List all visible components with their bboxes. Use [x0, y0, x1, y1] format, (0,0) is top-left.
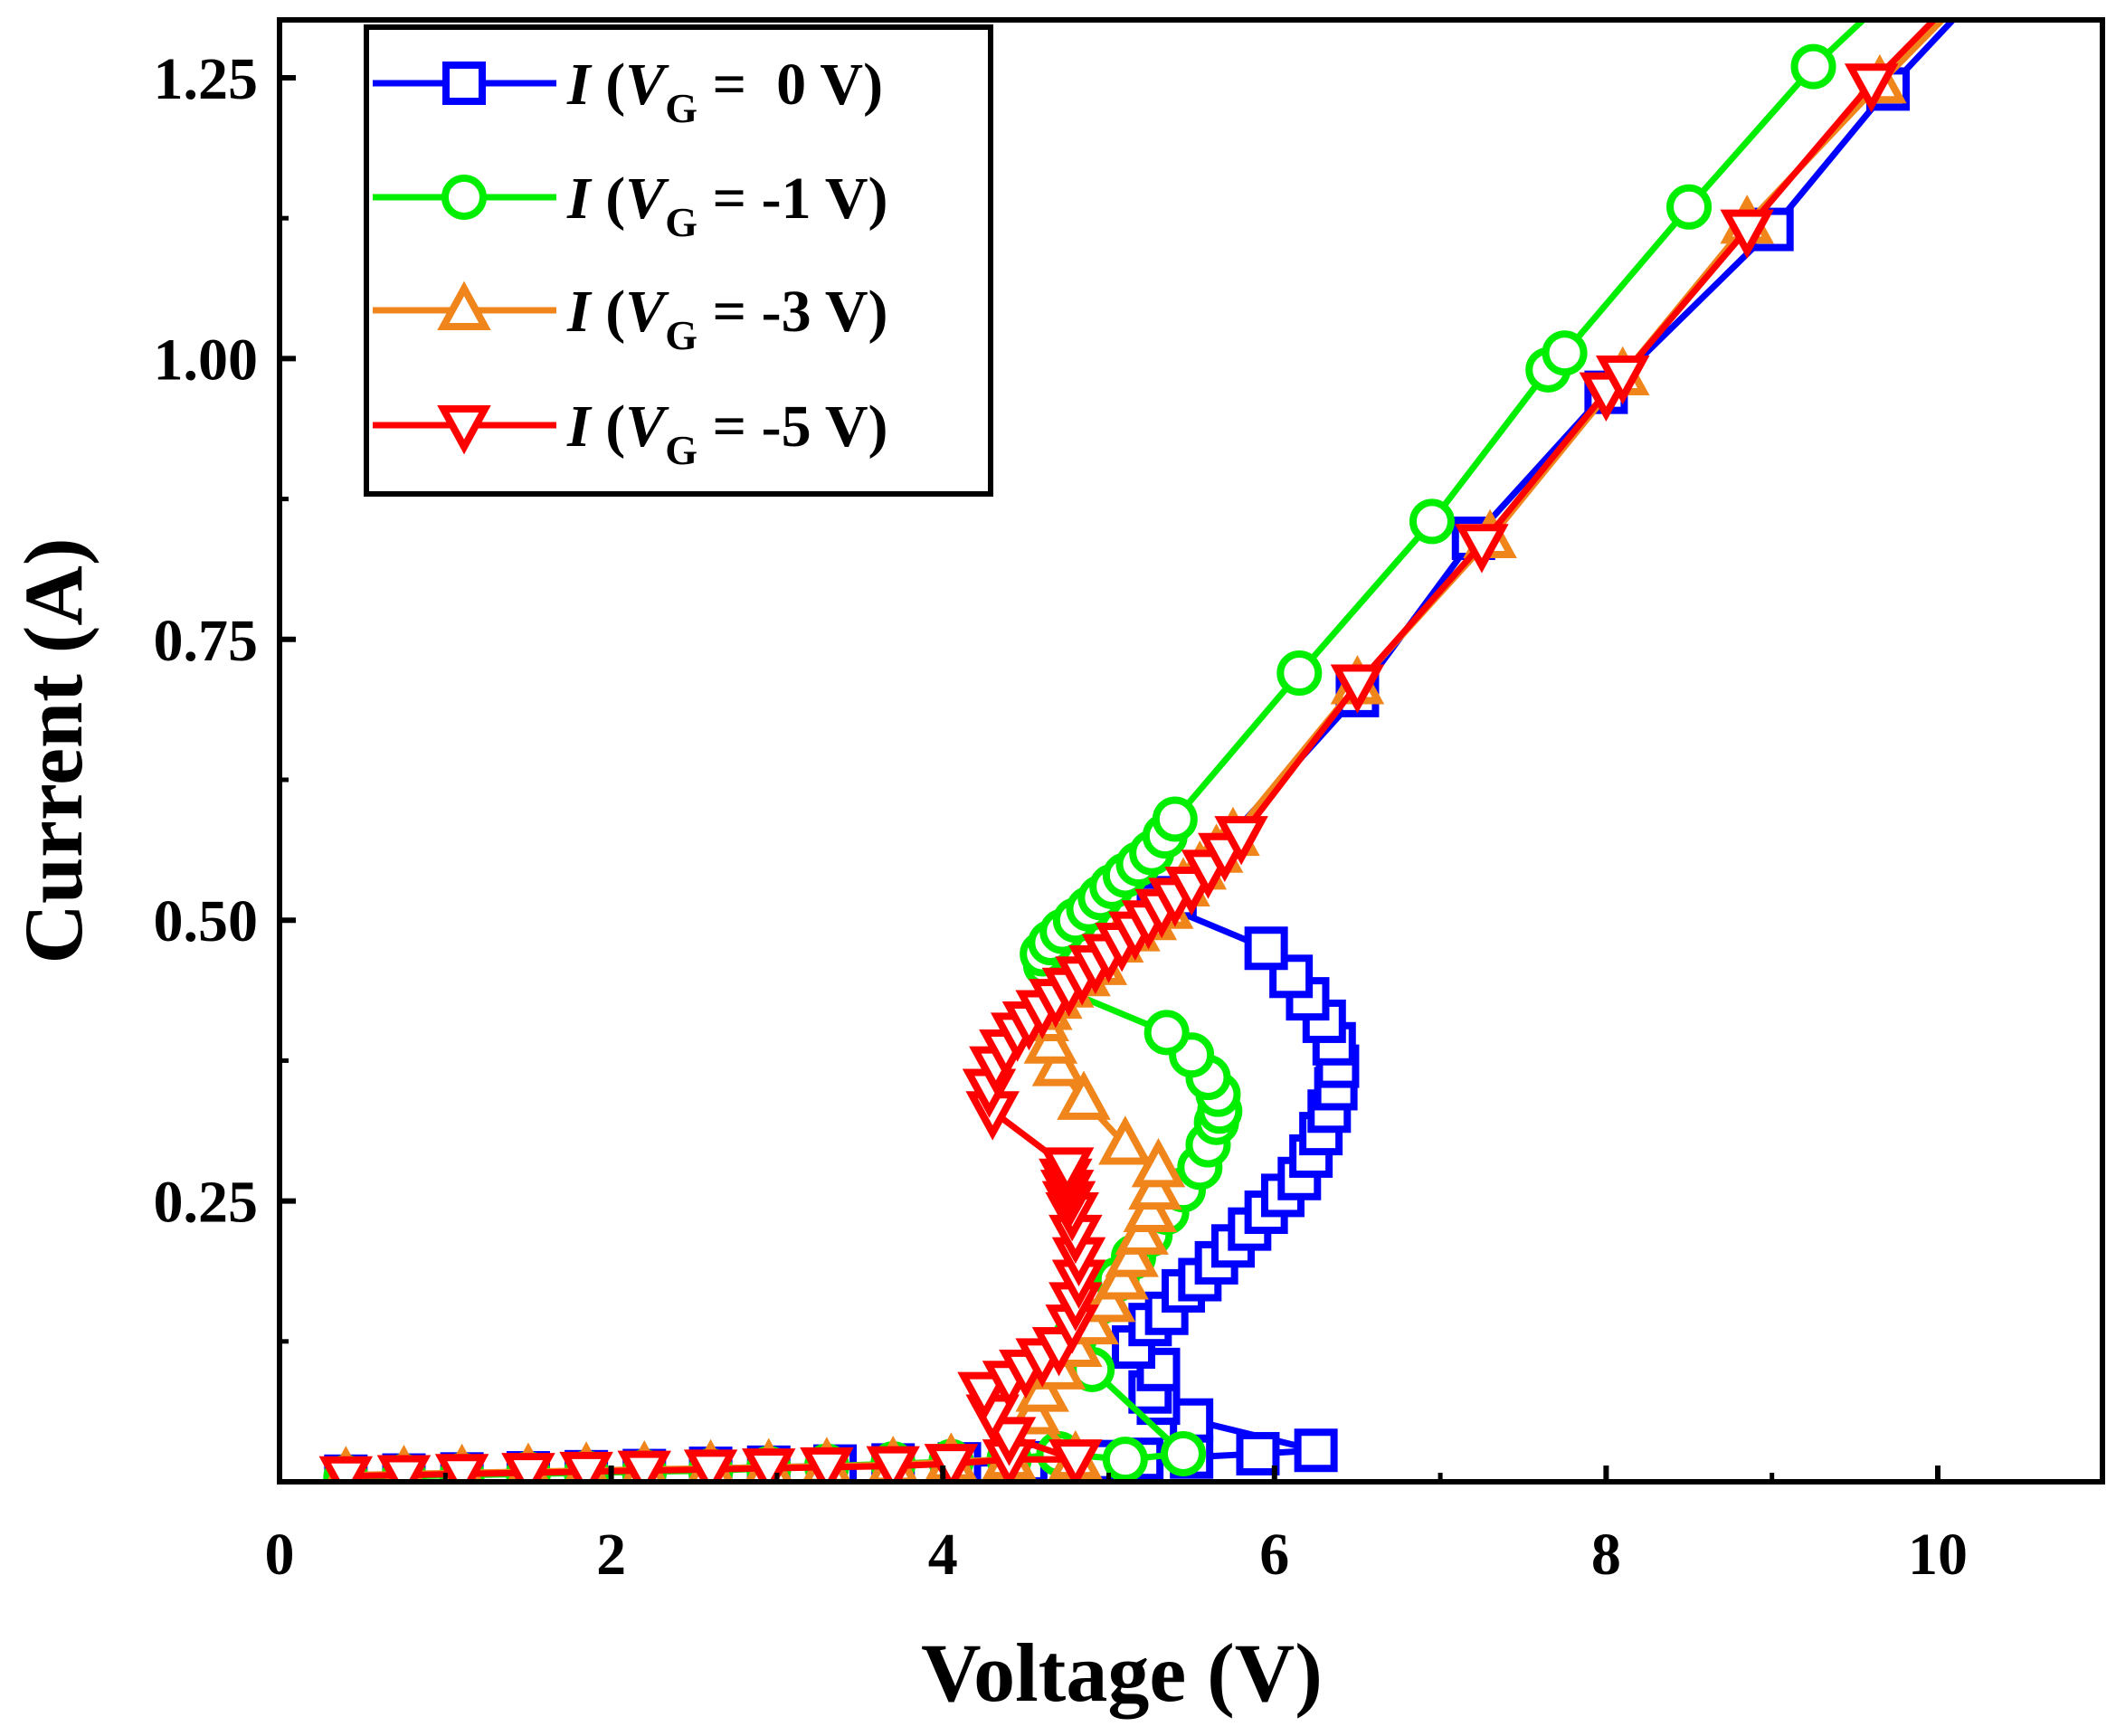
data-point [1455, 524, 1509, 574]
data-point [800, 1447, 854, 1482]
data-point [1102, 1437, 1148, 1482]
legend-label: I (VG = -3 V) [566, 279, 888, 358]
legend-marker [442, 62, 486, 105]
data-point [434, 1454, 489, 1482]
data-point [1136, 1347, 1181, 1391]
data-point [1160, 1430, 1206, 1476]
series-layer [318, 20, 1958, 1482]
data-point [1790, 43, 1836, 90]
data-point [376, 1455, 432, 1482]
y-axis-ticks: 0.25 0.50 0.75 1.00 1.25 [154, 46, 296, 1344]
data-point [1276, 650, 1323, 697]
legend-entry: I (VG = -3 V) [373, 279, 888, 358]
legend-label-part: = -5 V) [697, 394, 888, 460]
legend-label-part: ( [591, 279, 625, 345]
data-point [1294, 1428, 1338, 1473]
legend-entry: I (VG = -5 V) [373, 394, 888, 473]
x-tick-label: 8 [1591, 1522, 1621, 1588]
legend-label-part: ( [591, 52, 625, 118]
data-point [1236, 1431, 1280, 1475]
data-point [1098, 1115, 1153, 1165]
legend-label-part: I [566, 279, 593, 345]
data-point [1049, 1439, 1103, 1482]
data-point [1720, 209, 1774, 259]
data-point [1595, 356, 1650, 405]
y-axis-title: Current (A) [7, 538, 100, 964]
data-point [1057, 1070, 1111, 1120]
legend-entry: I (VG = 0 V) [373, 52, 883, 131]
data-point [683, 1449, 738, 1482]
data-point [617, 1450, 672, 1482]
data-point [741, 1448, 796, 1482]
legend-label-part: G [665, 199, 697, 245]
legend-label-part: G [665, 312, 697, 358]
legend-label-part: V [625, 166, 669, 232]
legend-label-part: = -3 V) [697, 279, 888, 345]
legend-label-part: V [625, 279, 669, 345]
legend-label-part: I [566, 394, 593, 460]
legend-label-part: V [625, 52, 669, 118]
legend-label-part: = -1 V) [697, 166, 888, 232]
x-tick-label: 2 [596, 1522, 626, 1588]
data-point [1844, 63, 1899, 113]
legend-marker [441, 175, 487, 220]
y-tick-label: 1.25 [154, 46, 259, 112]
legend-label-part: ( [591, 166, 625, 232]
y-tick-label: 0.50 [154, 888, 259, 954]
data-point [1039, 1147, 1095, 1197]
legend-entry: I (VG = -1 V) [373, 166, 888, 245]
legend-marker [437, 405, 491, 455]
x-tick-label: 6 [1259, 1522, 1289, 1588]
data-point [1244, 926, 1288, 971]
x-tick-label: 4 [928, 1522, 958, 1588]
data-point [1152, 796, 1198, 842]
x-axis-ticks: 0 2 4 6 8 10 [265, 1466, 1968, 1588]
data-point [866, 1446, 920, 1482]
series-triangle-down [318, 20, 1939, 1482]
x-axis-title: Voltage (V) [921, 1627, 1323, 1719]
data-point [1666, 184, 1713, 230]
data-point [1542, 330, 1588, 376]
legend-items: I (VG = 0 V)I (VG = -1 V)I (VG = -3 V)I … [373, 52, 888, 473]
y-tick-label: 0.25 [154, 1170, 259, 1236]
data-point [501, 1453, 555, 1482]
data-point [1330, 664, 1385, 714]
legend-label-part: G [665, 85, 697, 131]
data-point [1143, 1010, 1190, 1056]
legend-label: I (VG = 0 V) [566, 52, 883, 131]
legend-label-part: G [665, 427, 697, 473]
legend-label-part: I [566, 52, 593, 118]
legend-label: I (VG = -1 V) [566, 166, 888, 245]
legend-label-part: I [566, 166, 593, 232]
data-point [559, 1451, 613, 1482]
x-tick-label: 0 [265, 1522, 295, 1588]
y-tick-label: 0.75 [154, 608, 259, 674]
data-point [957, 1371, 1011, 1421]
legend-label-part: V [625, 394, 669, 460]
legend-marker [437, 280, 491, 330]
data-point [318, 1456, 374, 1482]
legend-label: I (VG = -5 V) [566, 394, 888, 473]
legend-label-part: = 0 V) [697, 52, 883, 118]
legend-label-part: ( [591, 394, 625, 460]
plot-frame [277, 17, 2105, 1485]
legend: I (VG = 0 V)I (VG = -1 V)I (VG = -3 V)I … [364, 24, 993, 497]
data-point [1214, 816, 1268, 866]
y-tick-label: 1.00 [154, 327, 259, 393]
data-point [1409, 498, 1455, 545]
x-tick-label: 10 [1908, 1522, 1968, 1588]
